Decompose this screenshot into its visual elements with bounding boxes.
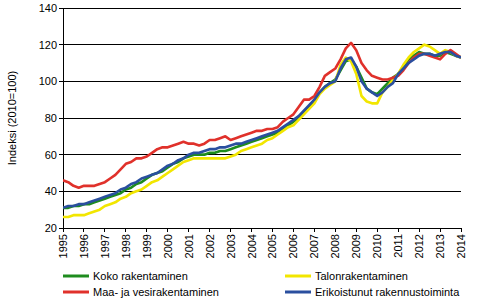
x-tick: [104, 228, 105, 232]
legend-label: Maa- ja vesirakentaminen: [93, 286, 219, 298]
x-tick: [188, 228, 189, 232]
y-tick: [59, 191, 63, 192]
legend: Koko rakentaminen Talonrakentaminen Maa- j…: [63, 270, 460, 298]
y-tick-label: 20: [45, 222, 57, 234]
grid-line: [63, 81, 461, 82]
x-tick-label: 1998: [120, 234, 132, 258]
x-tick: [293, 228, 294, 232]
x-tick-label: 2011: [392, 234, 404, 258]
x-tick: [356, 228, 357, 232]
x-tick-label: 2001: [183, 234, 195, 258]
x-tick-label: 2002: [204, 234, 216, 258]
x-tick: [314, 228, 315, 232]
legend-swatch: [285, 275, 311, 278]
grid-line: [63, 154, 461, 155]
y-tick-label: 140: [39, 2, 57, 14]
y-tick: [59, 228, 63, 229]
legend-swatch: [285, 291, 311, 294]
x-tick-label: 1996: [78, 234, 90, 258]
x-tick: [209, 228, 210, 232]
x-tick-label: 2000: [162, 234, 174, 258]
x-tick-label: 2004: [246, 234, 258, 258]
y-tick: [59, 44, 63, 45]
x-tick-label: 2013: [434, 234, 446, 258]
x-tick: [461, 228, 462, 232]
x-tick: [167, 228, 168, 232]
y-axis: [63, 8, 64, 228]
x-tick-label: 2003: [225, 234, 237, 258]
x-axis: [63, 228, 461, 229]
y-axis-label: Indeksi (2010=100): [6, 71, 18, 165]
x-tick: [398, 228, 399, 232]
x-tick-label: 2005: [266, 234, 278, 258]
x-tick: [125, 228, 126, 232]
plot-lines: [63, 43, 461, 217]
x-tick: [251, 228, 252, 232]
x-tick: [335, 228, 336, 232]
x-tick: [83, 228, 84, 232]
y-tick-label: 100: [39, 75, 57, 87]
x-tick-label: 2007: [308, 234, 320, 258]
y-tick-label: 40: [45, 185, 57, 197]
legend-label: Talonrakentaminen: [315, 270, 408, 282]
x-tick: [419, 228, 420, 232]
legend-swatch: [63, 291, 89, 294]
x-tick-label: 2008: [329, 234, 341, 258]
x-tick-label: 2009: [350, 234, 362, 258]
legend-label: Erikoistunut rakennustoiminta: [315, 286, 460, 298]
grid-line: [63, 118, 461, 119]
grid-line: [63, 228, 461, 229]
x-tick: [63, 228, 64, 232]
legend-swatch: [63, 275, 89, 278]
series-line: [63, 52, 461, 208]
x-tick-label: 2012: [413, 234, 425, 258]
chart: 20 40 60 80 100 120 140 1995 1996 1997 1998 1999 200…: [0, 0, 493, 304]
grid-line: [63, 8, 461, 9]
grid-line: [63, 44, 461, 45]
x-tick-label: 1995: [57, 234, 69, 258]
x-tick-label: 1997: [99, 234, 111, 258]
x-tick: [377, 228, 378, 232]
x-tick: [272, 228, 273, 232]
x-tick-label: 2010: [371, 234, 383, 258]
x-tick: [230, 228, 231, 232]
series-line: [63, 43, 461, 188]
x-tick-label: 2014: [455, 234, 467, 258]
y-tick: [59, 118, 63, 119]
y-tick: [59, 154, 63, 155]
x-tick-label: 1999: [141, 234, 153, 258]
x-tick: [440, 228, 441, 232]
x-tick: [146, 228, 147, 232]
y-tick: [59, 81, 63, 82]
y-tick-label: 60: [45, 149, 57, 161]
legend-label: Koko rakentaminen: [93, 270, 188, 282]
y-tick-label: 80: [45, 112, 57, 124]
y-tick-label: 120: [39, 39, 57, 51]
x-tick-label: 2006: [287, 234, 299, 258]
y-tick: [59, 8, 63, 9]
